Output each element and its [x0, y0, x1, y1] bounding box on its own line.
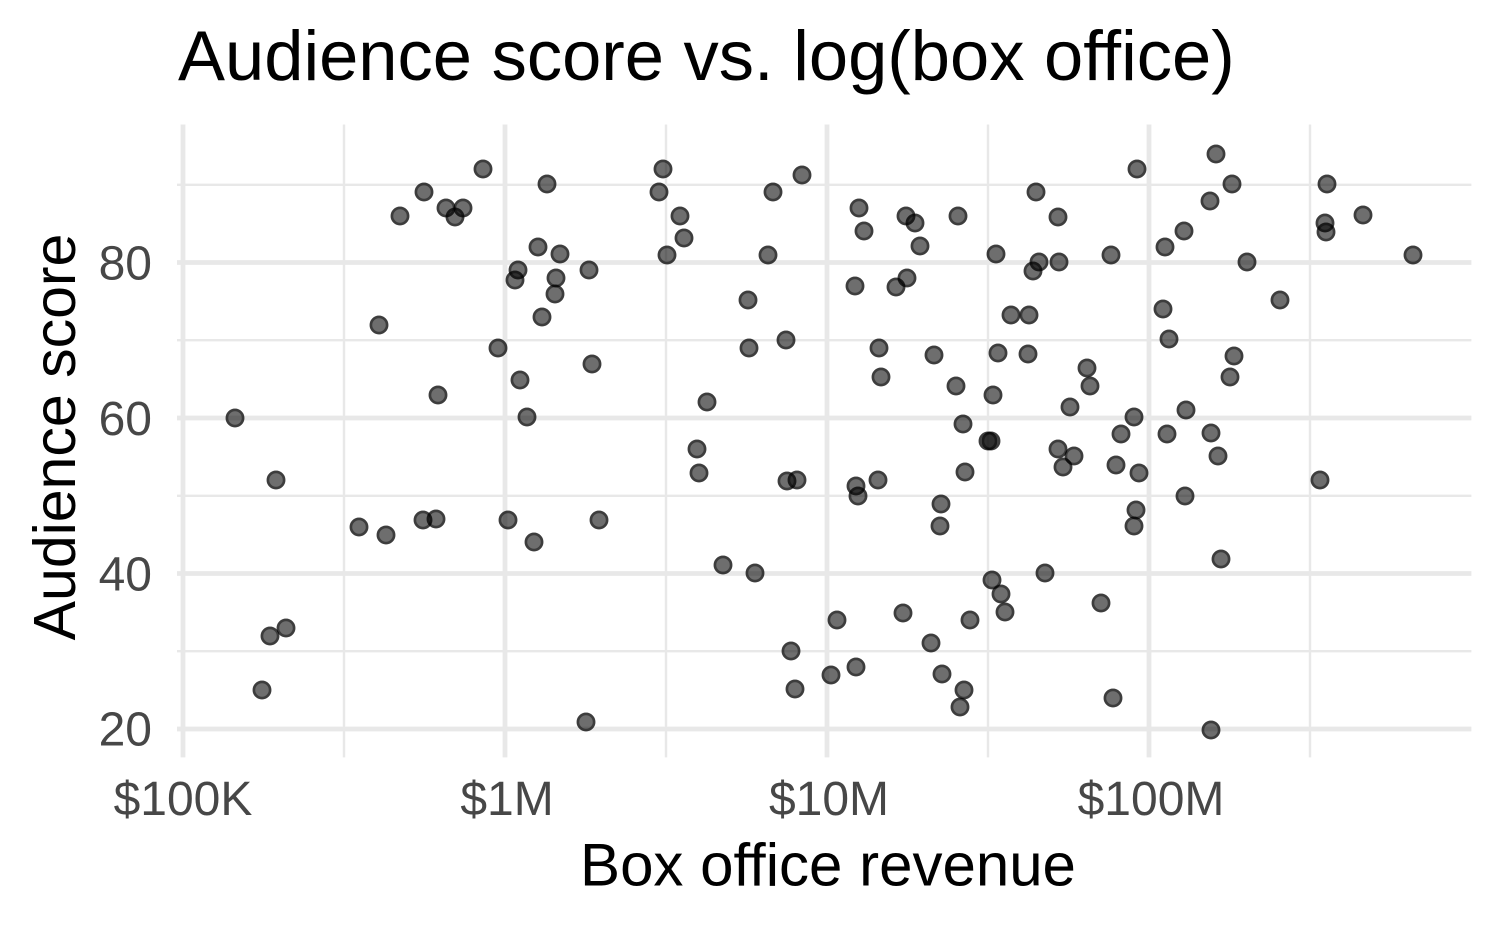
svg-text:Audience score: Audience score [22, 234, 88, 641]
svg-text:80: 80 [99, 238, 152, 291]
svg-text:$1M: $1M [460, 773, 553, 826]
svg-text:20: 20 [99, 704, 152, 757]
svg-text:Audience score vs. log(box off: Audience score vs. log(box office) [178, 16, 1235, 95]
svg-text:60: 60 [99, 393, 152, 446]
svg-text:$100M: $100M [1078, 773, 1225, 826]
svg-text:40: 40 [99, 548, 152, 601]
svg-text:Box office revenue: Box office revenue [580, 832, 1076, 899]
svg-text:$100K: $100K [114, 773, 253, 826]
svg-text:$10M: $10M [769, 773, 889, 826]
